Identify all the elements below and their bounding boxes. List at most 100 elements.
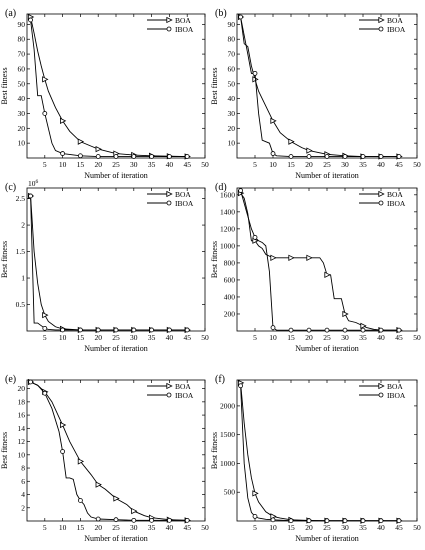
data-point-circle: [131, 154, 137, 159]
data-point-circle: [131, 517, 137, 523]
x-tick-label: 50: [413, 523, 421, 532]
data-point-circle: [28, 193, 33, 199]
x-tick-label: 35: [359, 160, 367, 169]
y-tick-label: 60: [18, 64, 26, 73]
x-tick-label: 5: [43, 333, 47, 342]
data-point-triangle: [42, 311, 49, 319]
x-tick-label: 45: [395, 333, 403, 342]
y-tick-label: 40: [228, 94, 236, 103]
data-point-triangle: [77, 458, 85, 465]
data-point-circle: [360, 518, 366, 524]
data-point-circle: [95, 516, 101, 522]
x-tick-label: 25: [112, 333, 120, 342]
axes-box: [236, 13, 418, 159]
legend-marker-triangle: [166, 382, 173, 390]
y-tick-label: 1.5: [16, 247, 26, 256]
data-point-circle: [306, 154, 312, 159]
data-point-triangle: [306, 147, 313, 154]
y-axis-label: Best fitness: [0, 67, 9, 104]
chart-panel: (d) 5 10 15 20 25 30 35 40 45 50 200 400 600 800 1000 12…: [210, 182, 421, 353]
data-point-circle: [360, 154, 366, 159]
data-point-circle: [95, 327, 101, 333]
axes-box: [236, 187, 418, 332]
y-tick-label: 70: [228, 50, 236, 59]
x-tick-label: 5: [43, 523, 47, 532]
data-point-circle: [288, 518, 294, 524]
data-point-circle: [60, 449, 65, 454]
data-point-circle: [184, 517, 190, 523]
y-multiplier-exponent: 6: [36, 179, 39, 185]
x-tick-label: 45: [395, 523, 403, 532]
x-tick-label: 20: [305, 523, 313, 532]
series-line-boa: [30, 16, 188, 157]
x-tick-label: 25: [112, 523, 120, 532]
y-tick-label: 20: [18, 384, 26, 393]
x-tick-label: 30: [130, 523, 138, 532]
x-axis-label: Number of iteration: [84, 534, 148, 543]
panel-label: (c): [5, 182, 16, 193]
data-point-circle: [342, 327, 348, 333]
data-point-circle: [342, 154, 348, 159]
legend-label: IBOA: [387, 25, 406, 34]
legend-marker-circle: [166, 200, 172, 206]
data-point-circle: [396, 327, 402, 333]
x-tick-label: 5: [253, 160, 257, 169]
x-axis-label: Number of iteration: [84, 171, 148, 180]
y-tick-label: 90: [18, 20, 26, 29]
data-point-circle: [113, 154, 119, 159]
y-tick-label: 20: [18, 124, 26, 133]
panel-label: (e): [5, 374, 16, 385]
data-point-triangle: [324, 271, 331, 278]
x-tick-label: 10: [269, 523, 277, 532]
data-point-circle: [131, 327, 137, 333]
data-point-circle: [166, 327, 172, 333]
x-tick-label: 35: [148, 160, 156, 169]
x-tick-label: 50: [413, 333, 421, 342]
data-point-circle: [270, 151, 276, 156]
data-point-circle: [42, 325, 48, 331]
x-tick-label: 40: [377, 333, 385, 342]
data-point-triangle: [252, 490, 259, 497]
legend-marker-circle: [166, 392, 172, 398]
data-point-circle: [378, 327, 384, 333]
y-tick-label: 30: [18, 109, 26, 118]
y-tick-label: 14: [18, 424, 26, 433]
data-point-circle: [306, 327, 312, 333]
data-point-circle: [238, 14, 244, 20]
data-point-circle: [252, 70, 258, 76]
legend-marker-circle: [166, 26, 172, 32]
data-point-circle: [78, 498, 83, 503]
series-line-iboa: [30, 19, 188, 157]
axes-box: [236, 379, 418, 522]
data-point-circle: [306, 518, 312, 524]
data-point-circle: [78, 327, 83, 333]
legend-marker-circle: [378, 392, 384, 398]
legend-marker-circle: [378, 200, 384, 206]
x-tick-label: 5: [253, 333, 257, 342]
data-point-circle: [378, 518, 384, 524]
x-tick-label: 15: [77, 523, 85, 532]
x-tick-label: 50: [413, 160, 421, 169]
x-tick-label: 35: [359, 523, 367, 532]
data-point-circle: [166, 517, 172, 523]
y-tick-label: 60: [228, 64, 236, 73]
x-tick-label: 50: [201, 160, 209, 169]
y-tick-label: 2000: [220, 401, 235, 410]
y-tick-label: 6: [21, 477, 25, 486]
data-point-triangle: [306, 254, 313, 261]
x-tick-label: 30: [341, 523, 349, 532]
legend-marker-triangle: [166, 190, 173, 198]
x-tick-label: 45: [183, 523, 191, 532]
y-tick-label: 40: [18, 94, 26, 103]
x-tick-label: 40: [377, 160, 385, 169]
x-tick-label: 10: [269, 333, 277, 342]
x-tick-label: 30: [341, 160, 349, 169]
data-point-triangle: [60, 117, 67, 125]
data-point-circle: [149, 517, 155, 523]
x-tick-label: 15: [287, 523, 295, 532]
y-axis-label: Best fitness: [210, 432, 219, 469]
y-tick-label: 10: [18, 139, 26, 148]
y-tick-label: 0.5: [16, 300, 26, 309]
y-tick-label: 1000: [220, 241, 235, 250]
